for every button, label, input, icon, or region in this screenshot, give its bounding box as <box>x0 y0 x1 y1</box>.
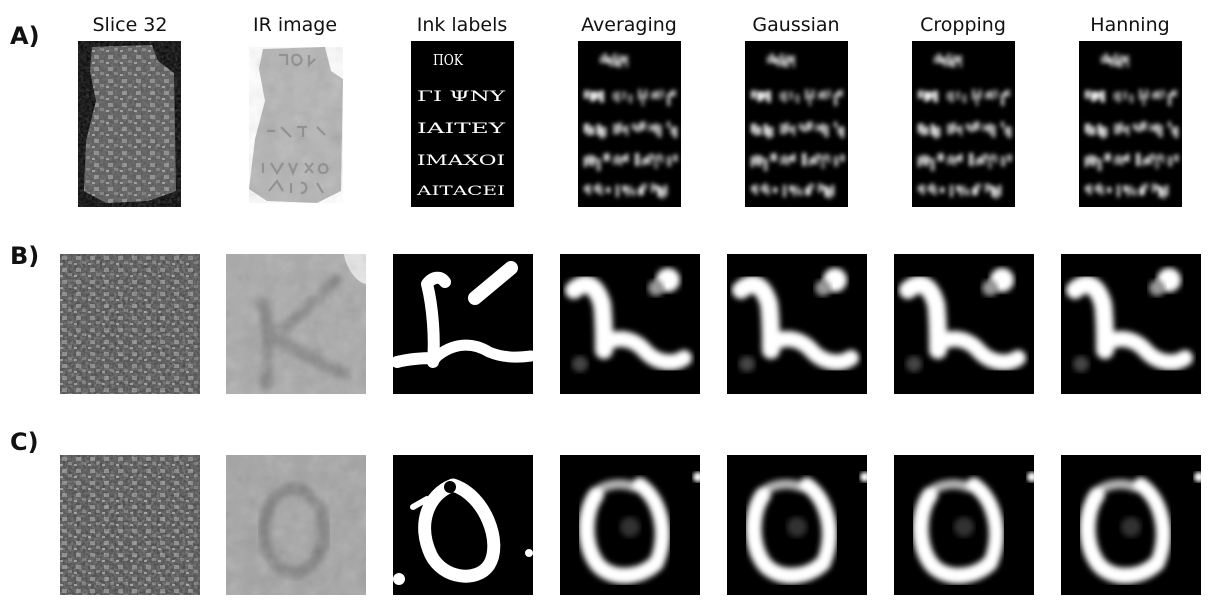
row-a-hanning <box>1079 41 1182 207</box>
row-label-a: A) <box>10 22 40 50</box>
column-title-ir: IR image <box>252 14 338 36</box>
column-title-averaging: Averaging <box>581 14 677 36</box>
ink-label-line: ΑΙΤΑCΕΙ <box>415 184 505 199</box>
row-a-gaussian <box>745 41 848 207</box>
row-c-averaging <box>560 455 700 595</box>
row-a-cropping <box>912 41 1015 207</box>
ink-label-line: ΙΜΑΧΟΙ <box>417 153 505 169</box>
row-a-ir-image <box>245 41 348 207</box>
ink-label-line: ΠΟΚ <box>433 51 464 69</box>
column-title-slice: Slice 32 <box>92 14 168 36</box>
ink-label-line: ΓΙ ΨΝΥ <box>417 89 506 105</box>
column-title-ink: Ink labels <box>416 14 508 36</box>
row-c-cropping <box>894 455 1034 595</box>
row-c-hanning <box>1061 455 1201 595</box>
row-c-ink-labels <box>393 455 533 595</box>
row-a-slice-image <box>78 41 181 207</box>
row-a-averaging <box>578 41 681 207</box>
row-b-cropping <box>894 254 1034 394</box>
ink-label-line: ΙΑΙΤΕΥ <box>417 121 506 137</box>
row-c-ir-image <box>226 455 366 595</box>
row-b-hanning <box>1061 254 1201 394</box>
column-title-cropping: Cropping <box>920 14 1006 36</box>
row-a-ink-labels: ΠΟΚ ΓΙ ΨΝΥ ΙΑΙΤΕΥ ΙΜΑΧΟΙ ΑΙΤΑCΕΙ <box>411 41 514 207</box>
row-b-averaging <box>560 254 700 394</box>
row-c-slice-image <box>60 455 200 595</box>
row-b-slice-image <box>60 254 200 394</box>
row-b-ir-image <box>226 254 366 394</box>
row-b-gaussian <box>727 254 867 394</box>
row-label-c: C) <box>10 428 39 456</box>
row-c-gaussian <box>727 455 867 595</box>
column-title-gaussian: Gaussian <box>752 14 840 36</box>
column-title-hanning: Hanning <box>1090 14 1170 36</box>
row-label-b: B) <box>10 242 40 270</box>
row-b-ink-labels <box>393 254 533 394</box>
